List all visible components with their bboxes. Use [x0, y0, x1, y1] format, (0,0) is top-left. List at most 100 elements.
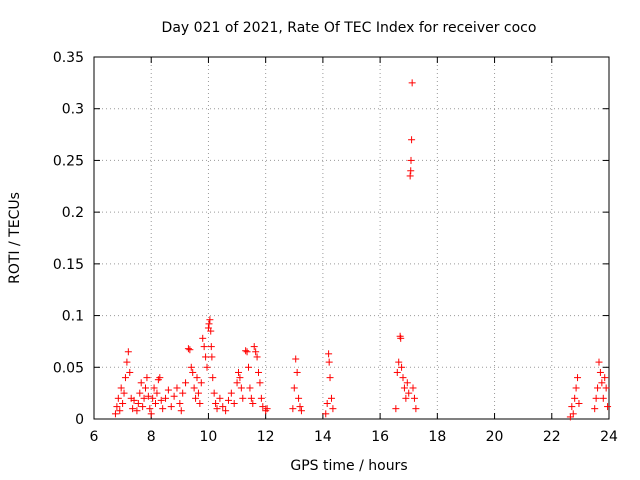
data-point — [136, 389, 144, 397]
x-tick-label: 10 — [200, 429, 218, 445]
data-point — [234, 368, 242, 376]
data-point — [194, 389, 202, 397]
data-point — [133, 407, 141, 415]
data-point — [246, 384, 254, 392]
data-point — [259, 403, 267, 411]
data-point — [164, 386, 172, 394]
chart-title: Day 021 of 2021, Rate Of TEC Index for r… — [162, 20, 537, 36]
data-point — [205, 320, 213, 328]
data-point — [173, 384, 181, 392]
data-point — [139, 403, 147, 411]
x-tick-label: 14 — [314, 429, 332, 445]
x-axis-label: GPS time / hours — [290, 458, 407, 474]
data-point — [289, 405, 297, 413]
data-point — [203, 363, 211, 371]
data-point — [572, 384, 580, 392]
data-point — [140, 394, 148, 402]
data-point — [202, 353, 210, 361]
data-points — [111, 79, 612, 421]
data-point — [177, 407, 185, 415]
data-point — [602, 384, 610, 392]
data-point — [187, 363, 195, 371]
data-point — [325, 358, 333, 366]
x-tick-label: 24 — [600, 429, 618, 445]
data-point — [392, 405, 400, 413]
x-tick-label: 18 — [428, 429, 446, 445]
data-point — [129, 405, 137, 413]
y-tick-label: 0.3 — [62, 102, 84, 118]
data-point — [111, 410, 119, 418]
data-point — [594, 384, 602, 392]
data-point — [192, 394, 200, 402]
data-point — [222, 407, 230, 415]
data-point — [409, 384, 417, 392]
data-point — [142, 384, 149, 392]
data-point — [124, 348, 132, 356]
data-point — [176, 399, 184, 407]
data-point — [150, 384, 158, 392]
plot-frame — [93, 56, 610, 420]
y-tick-label: 0 — [75, 412, 84, 428]
data-point — [408, 136, 416, 144]
data-point — [257, 394, 265, 402]
data-point — [247, 394, 255, 402]
data-point — [200, 343, 208, 351]
data-point — [253, 353, 261, 361]
data-point — [123, 358, 131, 366]
data-point — [571, 394, 579, 402]
data-point — [407, 167, 415, 175]
data-point — [190, 384, 198, 392]
data-point — [601, 374, 609, 382]
data-point — [290, 384, 298, 392]
data-point — [568, 403, 576, 411]
data-point — [296, 403, 304, 411]
data-point — [162, 394, 170, 402]
data-point — [255, 368, 263, 376]
data-point — [152, 399, 160, 407]
data-point — [405, 389, 413, 397]
data-point — [116, 407, 124, 415]
data-point — [114, 394, 122, 402]
data-point — [117, 384, 125, 392]
data-point — [393, 368, 401, 376]
data-point — [408, 79, 416, 87]
data-point — [236, 374, 244, 382]
data-point — [213, 405, 221, 413]
data-point — [292, 355, 300, 363]
data-point — [412, 405, 420, 413]
data-point — [604, 403, 612, 411]
data-point — [249, 399, 257, 407]
y-tick-label: 0.2 — [62, 205, 84, 221]
data-point — [179, 389, 187, 397]
data-point — [207, 343, 215, 351]
data-point — [208, 353, 216, 361]
data-point — [113, 403, 121, 411]
x-tick-label: 16 — [371, 429, 389, 445]
data-point — [242, 347, 250, 355]
data-point — [575, 399, 583, 407]
y-tick-label: 0.35 — [53, 50, 84, 66]
data-point — [410, 394, 418, 402]
data-point — [595, 358, 603, 366]
data-point — [199, 334, 207, 342]
data-point — [237, 384, 245, 392]
data-point — [184, 345, 192, 353]
data-point — [403, 379, 411, 387]
data-point — [206, 316, 214, 324]
data-point — [147, 410, 155, 418]
x-tick-label: 20 — [486, 429, 504, 445]
data-point — [406, 172, 414, 180]
data-point — [245, 363, 252, 371]
data-point — [137, 379, 145, 387]
data-point — [149, 394, 157, 402]
data-point — [157, 396, 165, 404]
data-point — [120, 389, 128, 397]
data-point — [327, 394, 335, 402]
x-tick-label: 6 — [90, 429, 99, 445]
data-point — [156, 374, 164, 382]
data-point — [126, 368, 134, 376]
data-point — [216, 394, 224, 402]
data-point — [399, 374, 407, 382]
data-point — [189, 368, 197, 376]
data-point — [407, 156, 415, 164]
